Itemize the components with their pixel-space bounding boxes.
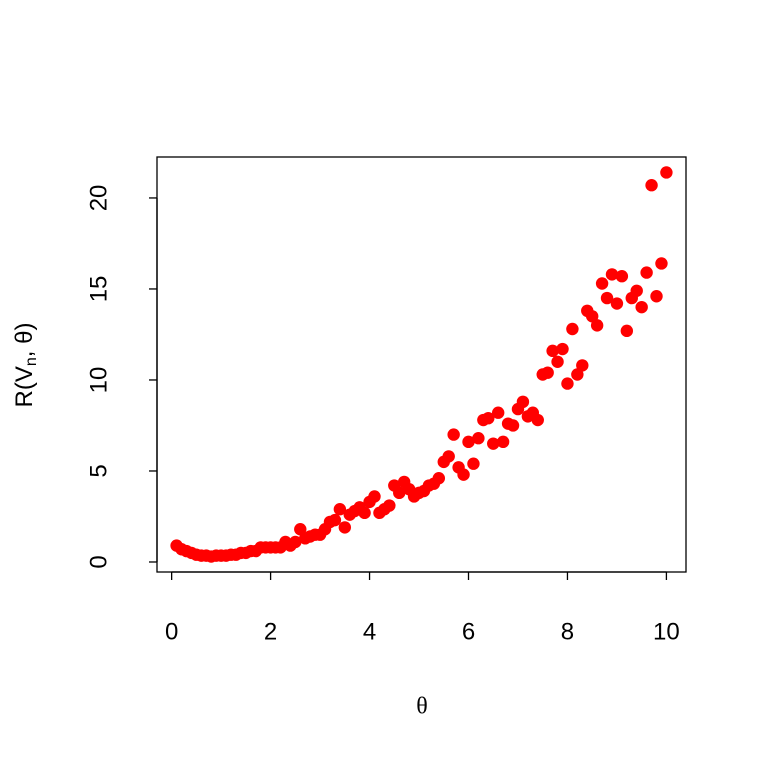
point [571, 368, 584, 381]
point [358, 506, 371, 520]
point [630, 284, 643, 297]
x-tick-label: 8 [561, 618, 574, 645]
x-tick-label: 10 [653, 618, 680, 645]
point [590, 319, 604, 332]
point [457, 468, 470, 481]
y-label-part: , θ) [11, 323, 38, 358]
y-tick-label: 0 [85, 555, 112, 568]
point [556, 342, 569, 356]
point [660, 166, 673, 179]
point [462, 435, 475, 449]
point [338, 521, 352, 534]
y-axis-label: R(Vn, θ) [11, 323, 40, 408]
y-tick-label: 15 [85, 276, 112, 303]
point [294, 523, 307, 536]
point [566, 322, 579, 336]
point [645, 179, 658, 192]
plot-box [156, 156, 687, 573]
point [655, 257, 668, 270]
y-label-subscript: n [23, 357, 40, 366]
point [328, 513, 342, 527]
point [333, 503, 347, 516]
point [506, 419, 520, 432]
x-tick-label: 2 [264, 618, 277, 645]
y-tick-label: 5 [85, 464, 112, 477]
point [585, 310, 599, 323]
y-tick-label: 10 [85, 367, 112, 394]
point [620, 324, 634, 338]
point [650, 290, 663, 303]
point [496, 435, 510, 449]
point [442, 450, 455, 463]
point [595, 277, 609, 290]
y-label-part: R(V [11, 366, 38, 407]
point [516, 395, 530, 409]
point [640, 266, 653, 279]
point [393, 486, 406, 500]
point [383, 499, 396, 512]
point [472, 432, 485, 445]
point [541, 366, 554, 379]
point [615, 270, 629, 283]
point [487, 437, 500, 450]
point [491, 406, 505, 419]
x-tick-label: 0 [165, 618, 178, 645]
point [600, 291, 614, 305]
point [546, 344, 559, 358]
point [447, 428, 460, 441]
point [432, 472, 446, 485]
point [482, 411, 495, 425]
x-tick-label: 4 [363, 618, 376, 645]
x-tick-label: 6 [462, 618, 475, 645]
x-axis-label: θ [416, 694, 428, 720]
point [561, 377, 574, 390]
point [635, 300, 648, 314]
y-tick-label: 20 [85, 185, 112, 212]
point [289, 535, 302, 549]
point [605, 268, 619, 281]
point [551, 355, 564, 368]
point [531, 413, 544, 427]
point [467, 457, 480, 470]
point [368, 490, 381, 503]
point [610, 297, 624, 310]
point [576, 359, 589, 372]
